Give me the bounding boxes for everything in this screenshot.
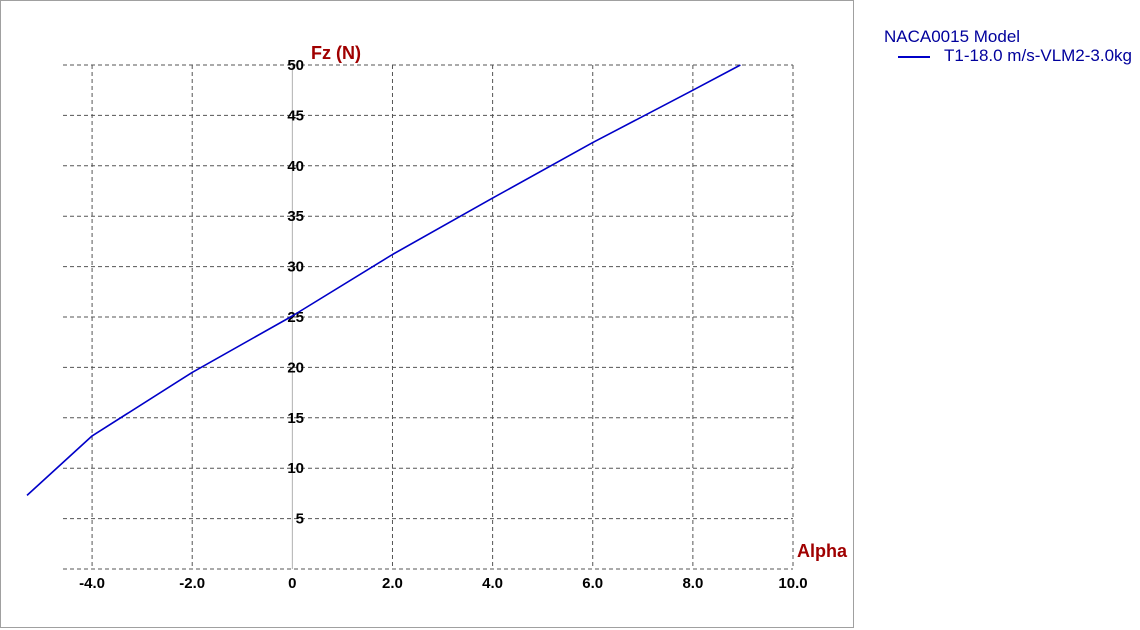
x-tick-label: -2.0 (179, 575, 205, 592)
series-line-0 (26, 64, 741, 496)
y-tick-label: 20 (287, 359, 304, 376)
x-tick-label: 6.0 (582, 575, 603, 592)
tick-label-layer: 5 10 15 20 25 30 35 40 45 50 -4.0 -2.0 0 2.0 4.0 6.0 8.0… (79, 57, 807, 592)
legend-line-swatch (898, 56, 930, 58)
y-tick-label: 30 (287, 259, 304, 276)
x-axis-title: Alpha (797, 541, 848, 561)
grid-layer (63, 64, 794, 569)
axis-layer (63, 65, 793, 570)
y-tick-label: 35 (287, 208, 304, 225)
y-tick-label: 10 (287, 460, 304, 477)
x-tick-label: 10.0 (778, 575, 807, 592)
legend-title: NACA0015 Model (884, 27, 1021, 46)
legend: NACA0015 Model T1-18.0 m/s-VLM2-3.0kg (855, 0, 1140, 630)
y-tick-label: 40 (287, 158, 304, 175)
y-tick-label: 15 (287, 410, 304, 427)
line-chart: 5 10 15 20 25 30 35 40 45 50 -4.0 -2.0 0 2.0 4.0 6.0 8.0… (26, 43, 848, 592)
x-tick-label: 8.0 (682, 575, 703, 592)
y-tick-label: 45 (287, 107, 304, 124)
legend-series-label: T1-18.0 m/s-VLM2-3.0kg (944, 46, 1133, 65)
y-tick-label: 50 (287, 57, 304, 74)
x-tick-label: 0 (288, 575, 296, 592)
x-tick-label: -4.0 (79, 575, 105, 592)
x-tick-label: 2.0 (382, 575, 403, 592)
y-axis-title: Fz (N) (311, 43, 361, 63)
y-tick-label: 25 (287, 309, 304, 326)
plot-area: 5 10 15 20 25 30 35 40 45 50 -4.0 -2.0 0 2.0 4.0 6.0 8.0… (0, 0, 854, 628)
y-tick-label: 5 (296, 511, 304, 528)
x-tick-label: 4.0 (482, 575, 503, 592)
series-layer (26, 64, 741, 496)
